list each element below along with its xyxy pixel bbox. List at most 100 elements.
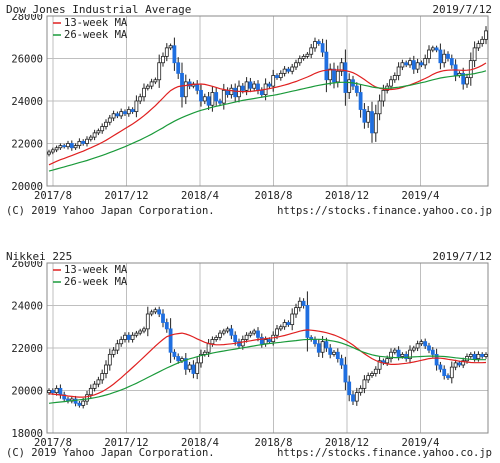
candle-body [419, 341, 424, 345]
candle-body [164, 322, 169, 330]
candle-body [328, 68, 333, 81]
candle-body [206, 343, 211, 353]
candle-body [85, 138, 89, 144]
candle-body [161, 313, 165, 323]
candle-body [373, 368, 378, 374]
candle-body [305, 305, 310, 338]
candle-body [313, 339, 317, 345]
candle-body [107, 117, 112, 123]
candle-body [259, 336, 264, 345]
candle-body [385, 358, 390, 364]
candle-body [313, 41, 317, 49]
candle-body [195, 362, 200, 374]
candle-body [187, 364, 192, 370]
candle-body [370, 111, 374, 134]
candle-body [199, 89, 203, 102]
candle-body [294, 307, 298, 315]
candle-body [377, 360, 382, 370]
candle-body [476, 353, 481, 360]
candle-body [275, 75, 279, 79]
candle-body [229, 87, 234, 96]
candle-body [332, 68, 336, 83]
candle-body [286, 68, 291, 72]
candle-body [168, 45, 173, 49]
candle-body [408, 349, 412, 360]
candle-body [438, 49, 443, 64]
candle-body [347, 381, 352, 396]
candle-body [145, 85, 150, 89]
candle-body [449, 58, 454, 66]
x-tick-label: 2017/8 [34, 437, 72, 449]
candle-body [278, 72, 283, 79]
candle-body [111, 113, 116, 119]
candle-body [202, 96, 207, 102]
candle-body [358, 92, 363, 110]
candle-body [130, 334, 135, 340]
candle-body [320, 43, 325, 53]
candle-body [267, 339, 272, 343]
source-link[interactable]: https://stocks.finance.yahoo.co.jp [277, 447, 492, 459]
candle-body [476, 43, 481, 49]
candle-body [119, 339, 124, 345]
y-tick-label: 26000 [11, 261, 43, 270]
nikkei-panel: Nikkei 225 2019/7/12 18000 20000 22000 2400… [0, 247, 500, 463]
candle-body [461, 360, 466, 366]
candle-body [88, 387, 93, 396]
x-tick-label: 2018/4 [181, 437, 219, 449]
x-tick-label: 2019/4 [402, 190, 440, 202]
y-tick-label: 28000 [11, 14, 43, 23]
nikkei-chart: 18000 20000 22000 24000 26000 2017/8 2017/12 20… [11, 261, 489, 449]
candle-body [85, 394, 89, 402]
candle-body [305, 53, 310, 57]
chart-date: 2019/7/12 [432, 3, 492, 16]
candle-body [294, 62, 298, 68]
plot-frame [46, 15, 489, 187]
candle-body [339, 62, 344, 72]
candle-body [50, 390, 55, 394]
candle-body [392, 75, 397, 81]
candle-body [370, 373, 374, 377]
candle-body [267, 83, 272, 87]
candle-body [373, 113, 378, 134]
candle-body [259, 89, 264, 96]
candle-body [126, 109, 131, 115]
source-link[interactable]: https://stocks.finance.yahoo.co.jp [277, 205, 492, 217]
x-tick-label: 2019/4 [402, 437, 440, 449]
candle-body [183, 358, 188, 370]
candle-body [172, 351, 177, 357]
x-tick-label: 2018/12 [325, 437, 369, 449]
candle-body [430, 47, 435, 51]
candle-body [343, 62, 348, 93]
candle-body [335, 351, 340, 360]
candle-body [389, 351, 393, 360]
candle-body [256, 330, 260, 338]
x-tick-label: 2017/8 [34, 190, 72, 202]
candle-body [297, 300, 302, 309]
candle-body [47, 390, 51, 394]
candle-body [286, 322, 291, 326]
ma-line-26-week-ma [48, 338, 486, 404]
candle-body [180, 72, 184, 98]
candle-body [195, 83, 200, 91]
candle-body [206, 96, 211, 106]
candle-body [123, 334, 127, 340]
candle-body [362, 109, 367, 123]
candle-body [77, 402, 82, 406]
candle-body [484, 30, 488, 40]
candle-body [214, 92, 219, 102]
candle-body [161, 55, 165, 64]
candle-body [153, 309, 158, 313]
x-tick-label: 2018/4 [181, 190, 219, 202]
candle-body [92, 132, 97, 138]
candle-body [354, 392, 359, 402]
candle-body [237, 341, 241, 347]
candle-body [248, 332, 253, 336]
candle-body [468, 353, 473, 357]
candle-body [465, 77, 469, 85]
candle-body [138, 330, 143, 334]
candle-body [449, 366, 454, 379]
candle-body [415, 62, 420, 70]
candle-body [218, 332, 222, 338]
candle-body [225, 328, 230, 332]
candle-body [138, 96, 143, 102]
